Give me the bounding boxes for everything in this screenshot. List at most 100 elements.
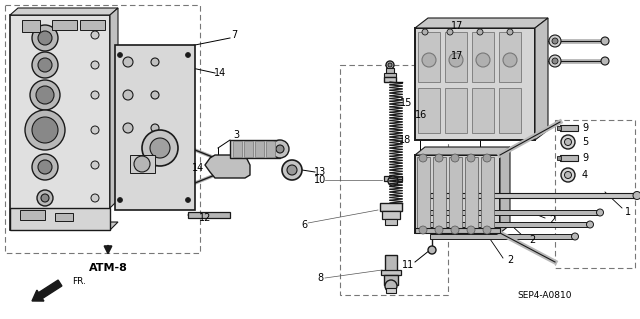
Circle shape <box>422 53 436 67</box>
Bar <box>22 20 40 32</box>
Polygon shape <box>10 8 118 15</box>
Bar <box>472 88 494 133</box>
Text: 12: 12 <box>199 213 211 223</box>
Bar <box>381 270 401 275</box>
Polygon shape <box>500 147 510 233</box>
Bar <box>445 32 467 82</box>
Bar <box>382 211 400 219</box>
Text: 2: 2 <box>549 215 555 225</box>
Text: 9: 9 <box>582 123 588 133</box>
Circle shape <box>561 135 575 149</box>
Bar <box>430 193 635 198</box>
Circle shape <box>287 165 297 175</box>
Circle shape <box>282 160 302 180</box>
Circle shape <box>151 124 159 132</box>
Circle shape <box>596 209 604 216</box>
Circle shape <box>151 158 159 166</box>
Text: ATM-8: ATM-8 <box>88 263 127 273</box>
Polygon shape <box>205 155 250 178</box>
Bar <box>417 157 430 231</box>
Circle shape <box>467 226 475 234</box>
Bar <box>449 157 462 231</box>
Circle shape <box>435 154 443 162</box>
Bar <box>430 222 590 227</box>
Text: 11: 11 <box>402 260 414 270</box>
Text: 2: 2 <box>529 235 535 245</box>
Text: FR.: FR. <box>72 277 86 286</box>
Bar <box>230 140 280 158</box>
Bar <box>384 77 396 82</box>
Bar <box>255 141 264 157</box>
Circle shape <box>142 130 178 166</box>
Circle shape <box>601 37 609 45</box>
Text: 16: 16 <box>415 110 427 120</box>
Bar <box>380 203 402 211</box>
Text: 17: 17 <box>451 21 463 31</box>
Bar <box>415 228 500 233</box>
Bar <box>430 234 575 239</box>
Bar <box>472 32 494 82</box>
Bar <box>415 28 535 140</box>
Circle shape <box>561 168 575 182</box>
Circle shape <box>134 156 150 172</box>
Bar <box>481 157 494 231</box>
Bar <box>244 141 253 157</box>
Bar <box>557 126 561 130</box>
Bar <box>20 210 45 220</box>
FancyArrow shape <box>32 280 62 301</box>
Text: SEP4-A0810: SEP4-A0810 <box>518 291 572 300</box>
Circle shape <box>25 110 65 150</box>
Circle shape <box>36 86 54 104</box>
Bar <box>384 73 396 77</box>
Text: 14: 14 <box>192 163 204 173</box>
Text: 18: 18 <box>399 135 411 145</box>
Circle shape <box>186 53 191 57</box>
Circle shape <box>91 194 99 202</box>
Text: 9: 9 <box>582 153 588 163</box>
Bar <box>266 141 275 157</box>
Circle shape <box>549 55 561 67</box>
Circle shape <box>385 280 397 292</box>
Circle shape <box>123 123 133 133</box>
Circle shape <box>276 145 284 153</box>
Circle shape <box>91 126 99 134</box>
Bar <box>385 219 397 225</box>
Circle shape <box>449 53 463 67</box>
Circle shape <box>552 58 558 64</box>
Circle shape <box>91 61 99 69</box>
Bar <box>418 88 440 133</box>
Bar <box>386 68 394 73</box>
Circle shape <box>271 140 289 158</box>
Circle shape <box>564 172 572 179</box>
Polygon shape <box>415 18 548 28</box>
Circle shape <box>186 197 191 203</box>
Circle shape <box>38 31 52 45</box>
Circle shape <box>422 29 428 35</box>
Text: 5: 5 <box>582 137 588 147</box>
Bar <box>10 15 110 230</box>
Bar <box>433 157 446 231</box>
Bar <box>340 65 448 295</box>
Circle shape <box>386 61 394 69</box>
Circle shape <box>476 53 490 67</box>
Circle shape <box>123 57 133 67</box>
Circle shape <box>483 154 491 162</box>
Text: 3: 3 <box>233 130 239 140</box>
Bar <box>557 156 561 160</box>
Circle shape <box>451 226 459 234</box>
Bar <box>418 32 440 82</box>
Text: 13: 13 <box>314 167 326 177</box>
Polygon shape <box>535 18 548 140</box>
Circle shape <box>388 63 392 67</box>
Text: 8: 8 <box>317 273 323 283</box>
Bar <box>555 120 635 268</box>
Bar <box>52 20 77 30</box>
Bar <box>560 155 578 161</box>
Circle shape <box>419 154 427 162</box>
Circle shape <box>32 25 58 51</box>
Circle shape <box>30 80 60 110</box>
Circle shape <box>151 91 159 99</box>
Circle shape <box>435 226 443 234</box>
Text: 17: 17 <box>451 51 463 61</box>
Bar <box>384 275 398 285</box>
